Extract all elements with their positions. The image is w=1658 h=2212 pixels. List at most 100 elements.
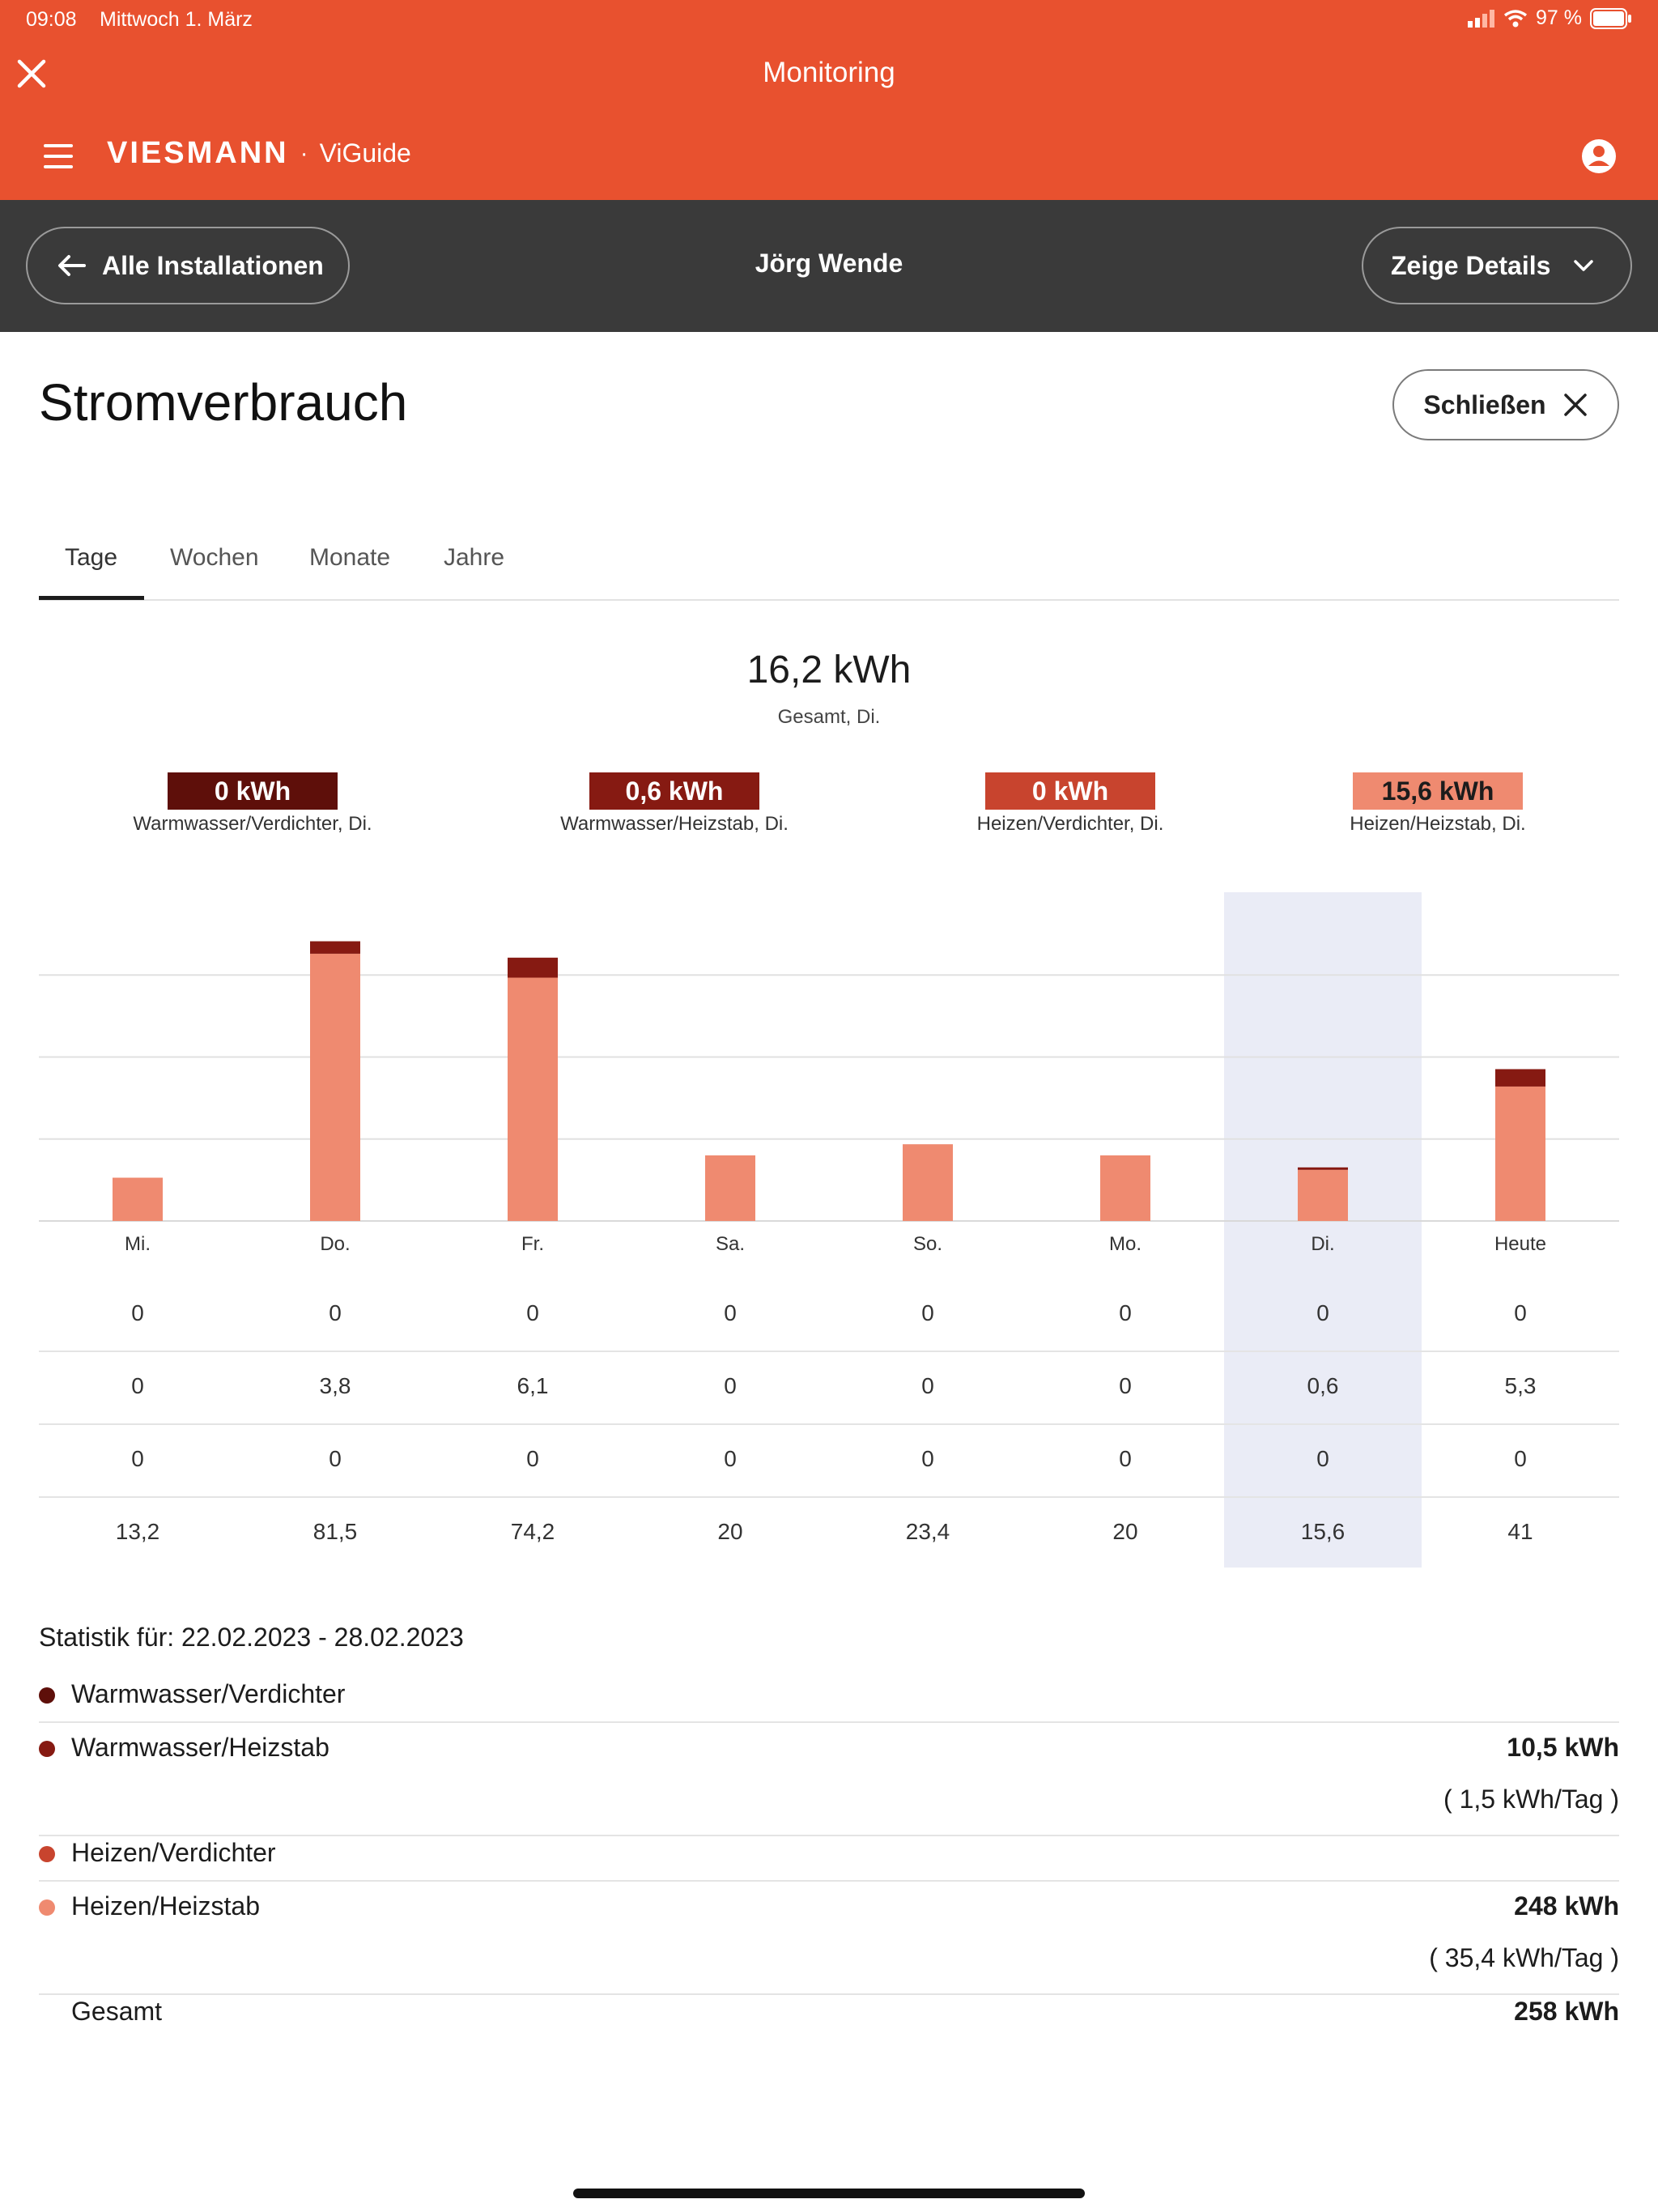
table-cell: 0 (131, 1300, 144, 1325)
legend-value-ww-verdichter: 0 kWh (168, 772, 338, 810)
table-cell: 0 (1514, 1446, 1527, 1471)
table-cell: 0 (526, 1300, 539, 1325)
close-icon (1563, 393, 1587, 416)
statistic-per-day: ( 35,4 kWh/Tag ) (1429, 1943, 1619, 1972)
installation-owner: Jörg Wende (755, 249, 903, 278)
table-cell: 0 (1119, 1300, 1132, 1325)
details-label: Zeige Details (1391, 250, 1551, 280)
statistic-divider (39, 1835, 1619, 1836)
table-cell: 0 (1119, 1373, 1132, 1398)
bar-heute-1[interactable] (1495, 1069, 1545, 1087)
statistic-label: Warmwasser/Verdichter (71, 1679, 346, 1708)
statistics-title: Statistik für: 22.02.2023 - 28.02.2023 (39, 1623, 464, 1652)
bar-so-3[interactable] (903, 1144, 953, 1221)
bar-mi-3[interactable] (113, 1177, 163, 1221)
legend-caption-heizen-verdichter: Heizen/Verdichter, Di. (976, 813, 1164, 835)
table-cell: 13,2 (115, 1519, 160, 1544)
legend-caption-heizen-heizstab: Heizen/Heizstab, Di. (1350, 813, 1526, 835)
signal-icon (1468, 9, 1495, 28)
close-icon[interactable] (15, 57, 49, 91)
product-name: ViGuide (319, 138, 411, 168)
table-cell: 0 (329, 1300, 342, 1325)
close-button[interactable]: Schließen (1392, 369, 1619, 440)
tab-days[interactable]: Tage (65, 544, 118, 571)
total-label: Gesamt (71, 1997, 163, 2026)
total-caption: Gesamt, Di. (777, 706, 881, 728)
table-cell: 15,6 (1300, 1519, 1346, 1544)
x-tick-label: Di. (1311, 1233, 1334, 1255)
statistic-label: Heizen/Heizstab (71, 1891, 260, 1921)
bar-mo-3[interactable] (1100, 1155, 1150, 1221)
home-indicator (573, 2189, 1085, 2198)
table-cell: 74,2 (510, 1519, 555, 1544)
x-tick-label: Do. (320, 1233, 350, 1255)
back-label: Alle Installationen (102, 250, 324, 280)
bar-do-3[interactable] (310, 953, 360, 1221)
installation-bar: Alle Installationen Jörg Wende Zeige Det… (0, 200, 1658, 332)
close-label: Schließen (1423, 389, 1546, 419)
table-cell: 5,3 (1504, 1373, 1537, 1398)
legend-dot (39, 1846, 55, 1862)
table-cell: 0 (131, 1446, 144, 1471)
total-value: 258 kWh (1514, 1997, 1619, 2026)
page-title: Stromverbrauch (39, 373, 408, 432)
bar-fr-1[interactable] (508, 957, 558, 978)
tab-months[interactable]: Monate (309, 544, 391, 571)
statistic-per-day: ( 1,5 kWh/Tag ) (1443, 1784, 1619, 1814)
active-tab-indicator (39, 596, 144, 600)
table-cell: 6,1 (517, 1373, 549, 1398)
status-time: 09:08 (26, 8, 77, 31)
table-row-divider (39, 1351, 1619, 1352)
legend-dot (39, 1687, 55, 1704)
bar-fr-3[interactable] (508, 977, 558, 1221)
selected-day-highlight (1224, 892, 1422, 1568)
statistic-divider (39, 1880, 1619, 1882)
legend-dot (39, 1741, 55, 1757)
bar-sa-3[interactable] (705, 1155, 755, 1221)
table-cell: 0 (131, 1373, 144, 1398)
table-cell: 0 (724, 1446, 737, 1471)
menu-icon[interactable] (44, 144, 73, 168)
table-cell: 0,6 (1307, 1373, 1339, 1398)
brand-logo: VIESMANN · ViGuide (107, 136, 411, 171)
bar-di-1[interactable] (1298, 1167, 1348, 1170)
legend-value-heizen-heizstab: 15,6 kWh (1353, 772, 1523, 810)
bar-di-3[interactable] (1298, 1169, 1348, 1221)
x-tick-label: So. (913, 1233, 942, 1255)
wifi-icon (1503, 9, 1528, 27)
table-cell: 23,4 (905, 1519, 950, 1544)
x-tick-label: Mo. (1109, 1233, 1141, 1255)
legend-caption-ww-verdichter: Warmwasser/Verdichter, Di. (133, 813, 372, 835)
total-consumption: 16,2 kWh (746, 649, 912, 691)
status-indicators: 97 % (1468, 6, 1632, 30)
brand-separator: · (300, 139, 308, 167)
bar-heute-3[interactable] (1495, 1086, 1545, 1221)
statistic-value: 248 kWh (1514, 1891, 1619, 1921)
tab-years[interactable]: Jahre (444, 544, 505, 571)
header-title: Monitoring (763, 57, 895, 88)
legend-value-heizen-verdichter: 0 kWh (985, 772, 1155, 810)
table-cell: 20 (1112, 1519, 1138, 1544)
consumption-chart: Mi. Do. Fr. Sa. So. Mo. Di. Heute (39, 941, 1619, 1255)
table-cell: 0 (921, 1446, 934, 1471)
table-cell: 3,8 (319, 1373, 351, 1398)
statistic-divider (39, 1721, 1619, 1723)
table-cell: 0 (921, 1373, 934, 1398)
statistic-value: 10,5 kWh (1507, 1733, 1619, 1762)
status-date: Mittwoch 1. März (100, 8, 253, 31)
x-tick-label: Sa. (716, 1233, 745, 1255)
legend-value-ww-heizstab: 0,6 kWh (589, 772, 759, 810)
legend-caption-ww-heizstab: Warmwasser/Heizstab, Di. (560, 813, 789, 835)
show-details-button[interactable]: Zeige Details (1362, 227, 1632, 304)
app-header: 09:08 Mittwoch 1. März 97 % Monitoring V… (0, 0, 1658, 200)
tab-weeks[interactable]: Wochen (170, 544, 259, 571)
statistic-divider (39, 1993, 1619, 1995)
account-icon[interactable] (1580, 138, 1618, 175)
table-cell: 0 (724, 1373, 737, 1398)
table-cell: 81,5 (312, 1519, 358, 1544)
back-to-installations-button[interactable]: Alle Installationen (26, 227, 350, 304)
table-cell: 0 (1316, 1446, 1329, 1471)
bar-do-1[interactable] (310, 941, 360, 954)
table-row-divider (39, 1496, 1619, 1498)
statistic-label: Warmwasser/Heizstab (71, 1733, 329, 1762)
